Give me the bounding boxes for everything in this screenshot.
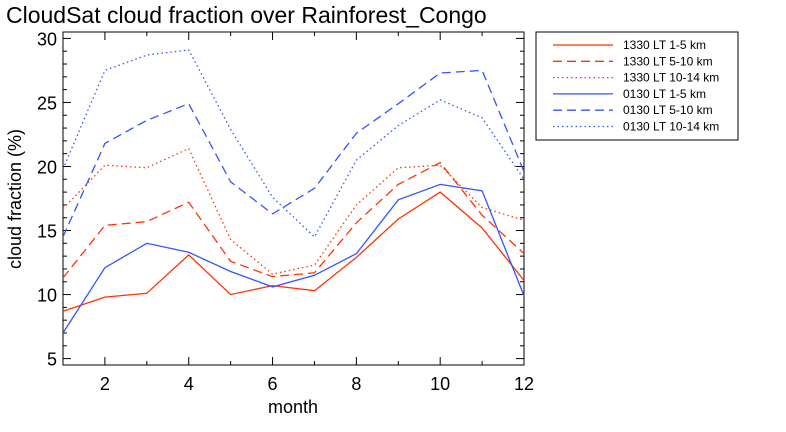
series-line-1 — [62, 191, 525, 312]
legend-label: 0130 LT 5-10 km — [623, 103, 713, 117]
y-tick-label: 15 — [37, 222, 57, 242]
series-line-3 — [62, 147, 525, 275]
y-tick-label: 30 — [37, 29, 57, 49]
series-lines — [62, 49, 525, 334]
y-axis-label: cloud fraction (%) — [5, 129, 25, 269]
x-tick-label: 2 — [100, 374, 110, 394]
x-axis: 2 4 6 8 10 12 — [62, 32, 534, 394]
series-line-2 — [62, 161, 525, 279]
x-tick-label: 8 — [351, 374, 361, 394]
legend-label: 1330 LT 5-10 km — [623, 54, 713, 68]
legend-box — [535, 31, 739, 141]
x-tick-label: 4 — [184, 374, 194, 394]
y-tick-label: 25 — [37, 93, 57, 113]
series-line-5 — [62, 69, 525, 238]
y-tick-label: 5 — [47, 350, 57, 370]
x-tick-label: 6 — [268, 374, 278, 394]
legend-label: 0130 LT 1-5 km — [623, 87, 706, 101]
y-tick-label: 20 — [37, 157, 57, 177]
series-line-6 — [62, 49, 525, 238]
x-axis-label: month — [268, 397, 318, 417]
chart-title: CloudSat cloud fraction over Rainforest_… — [6, 2, 487, 28]
y-axis: 5 10 15 20 25 30 — [37, 29, 524, 370]
series-line-4 — [62, 183, 525, 334]
x-tick-label: 10 — [430, 374, 450, 394]
y-tick-label: 10 — [37, 286, 57, 306]
legend: 1330 LT 1-5 km 1330 LT 5-10 km 1330 LT 10-… — [535, 31, 739, 141]
x-tick-label: 12 — [514, 374, 534, 394]
legend-label: 1330 LT 10-14 km — [623, 71, 719, 85]
legend-label: 1330 LT 1-5 km — [623, 38, 706, 52]
legend-label: 0130 LT 10-14 km — [623, 120, 719, 134]
plot-frame — [62, 31, 525, 366]
